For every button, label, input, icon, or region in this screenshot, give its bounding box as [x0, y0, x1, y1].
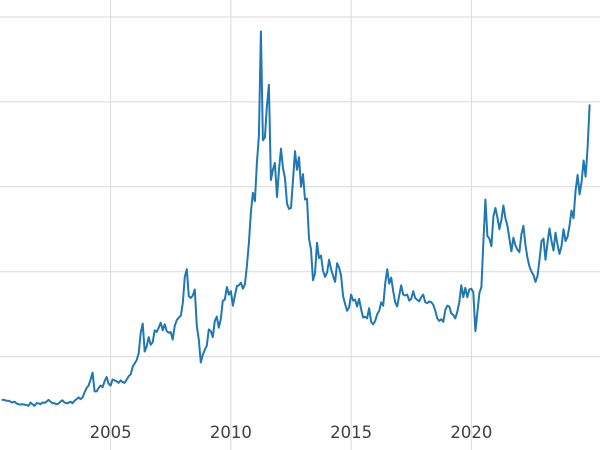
x-tick-label: 2015 — [330, 423, 372, 442]
price-series-line — [1, 30, 591, 407]
x-tick-label: 2020 — [450, 423, 492, 442]
x-tick-label: 2010 — [210, 423, 252, 442]
x-tick-label: 2005 — [90, 423, 132, 442]
